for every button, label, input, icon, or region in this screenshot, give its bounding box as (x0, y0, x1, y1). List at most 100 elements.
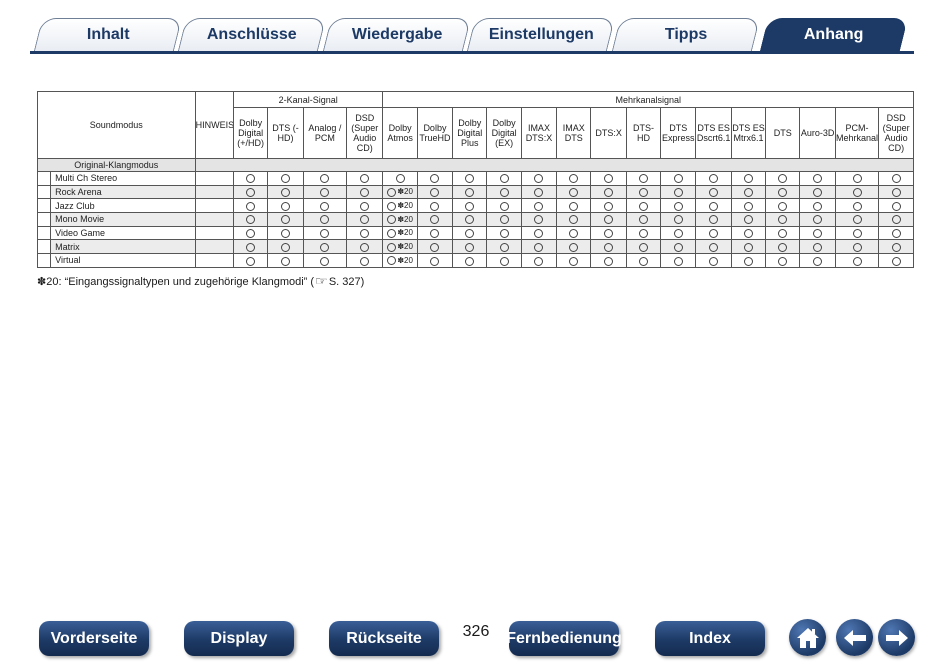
supported-circle-icon (320, 242, 330, 252)
support-cell (695, 253, 732, 268)
support-cell (730, 198, 767, 214)
support-cell (232, 212, 269, 227)
display-button[interactable]: Display (184, 621, 294, 656)
supported-circle-icon (569, 215, 579, 225)
column-header-multichannel: DTS:X (590, 107, 627, 159)
footnote-marker: ✽20 (397, 228, 413, 238)
row-indent (36, 171, 51, 186)
supported-circle-icon (360, 174, 370, 184)
supported-circle-icon (709, 174, 719, 184)
page-number: 326 (462, 623, 490, 640)
supported-circle-icon (638, 242, 648, 252)
support-cell (452, 198, 488, 214)
supported-circle-icon (604, 201, 614, 211)
support-cell (452, 239, 488, 255)
remote-control-button[interactable]: Fernbedienung (506, 621, 622, 656)
support-cell: ✽20 (382, 253, 418, 268)
supported-circle-icon (638, 201, 648, 211)
supported-circle-icon (320, 201, 330, 211)
column-header-multichannel: DSD (Super Audio CD) (878, 107, 914, 159)
support-cell (878, 184, 914, 200)
support-cell (452, 225, 488, 241)
support-cell (590, 198, 627, 214)
home-button[interactable] (789, 619, 826, 656)
supported-circle-icon (246, 188, 256, 198)
support-cell (834, 212, 880, 227)
supported-circle-icon (604, 174, 614, 184)
next-page-button[interactable] (878, 619, 915, 656)
tab-einstellungen[interactable]: Einstellungen (466, 18, 616, 51)
front-panel-button[interactable]: Vorderseite (39, 621, 149, 656)
tab-inhalt[interactable]: Inhalt (33, 18, 183, 51)
support-cell (765, 239, 801, 255)
supported-circle-icon (743, 174, 753, 184)
support-cell (834, 184, 880, 200)
support-cell (765, 198, 801, 214)
supported-circle-icon (465, 174, 475, 184)
rear-panel-button[interactable]: Rückseite (329, 621, 439, 656)
supported-circle-icon (852, 188, 862, 198)
supported-circle-icon (743, 242, 753, 252)
support-cell (660, 198, 697, 214)
tab-label: Einstellungen (488, 26, 594, 43)
support-cell (302, 225, 348, 241)
support-cell (452, 171, 488, 186)
support-cell (416, 171, 454, 186)
supported-circle-icon (673, 201, 683, 211)
supported-circle-icon (320, 256, 330, 266)
tab-anhang[interactable]: Anhang (759, 18, 909, 51)
support-cell (625, 198, 662, 214)
soundmode-table: Soundmodus HINWEIS 2-Kanal-Signal Mehrka… (36, 91, 915, 268)
supported-circle-icon (280, 174, 290, 184)
supported-circle-icon (852, 215, 862, 225)
table-row: Virtual ✽20 (36, 253, 914, 268)
support-cell (765, 212, 801, 227)
arrow-left-icon (843, 629, 866, 646)
index-button[interactable]: Index (655, 621, 765, 656)
row-indent (36, 253, 51, 268)
support-cell (730, 212, 767, 227)
support-cell (346, 184, 384, 200)
tab-wiedergabe[interactable]: Wiedergabe (322, 18, 472, 51)
supported-circle-icon (534, 215, 544, 225)
tab-tipps[interactable]: Tipps (611, 18, 761, 51)
supported-circle-icon (709, 229, 719, 239)
support-cell (416, 253, 454, 268)
support-cell (799, 171, 836, 186)
support-cell (590, 212, 627, 227)
support-cell (232, 239, 269, 255)
supported-circle-icon (430, 188, 440, 198)
table-row: Matrix ✽20 (36, 239, 914, 255)
supported-circle-icon (246, 215, 256, 225)
supported-circle-icon (280, 256, 290, 266)
supported-circle-icon (246, 242, 256, 252)
row-indent (36, 225, 51, 241)
supported-circle-icon (320, 174, 330, 184)
footnote-page-ref[interactable]: S. 327) (328, 276, 365, 288)
supported-circle-icon (465, 201, 475, 211)
hinweis-cell (194, 225, 234, 241)
support-cell (799, 198, 836, 214)
supported-circle-icon (852, 256, 862, 266)
support-cell (416, 198, 454, 214)
hinweis-cell (194, 212, 234, 227)
support-cell (486, 225, 522, 241)
support-cell (267, 212, 304, 227)
supported-circle-icon (743, 229, 753, 239)
supported-circle-icon (499, 215, 509, 225)
previous-page-button[interactable] (836, 619, 873, 656)
sound-mode-name: Multi Ch Stereo (50, 171, 196, 186)
support-cell (520, 184, 558, 200)
soundmodus-header: Soundmodus (37, 91, 196, 159)
support-cell (302, 184, 348, 200)
tab-anschluesse[interactable]: Anschlüsse (177, 18, 327, 51)
hinweis-cell (194, 184, 234, 200)
supported-circle-icon (604, 242, 614, 252)
support-cell (302, 239, 348, 255)
supported-circle-icon (709, 256, 719, 266)
support-cell (799, 184, 836, 200)
column-header-2ch: Dolby Digital (+/HD) (232, 107, 269, 159)
supported-circle-icon (709, 242, 719, 252)
supported-circle-icon (387, 187, 397, 197)
support-cell (267, 171, 304, 186)
